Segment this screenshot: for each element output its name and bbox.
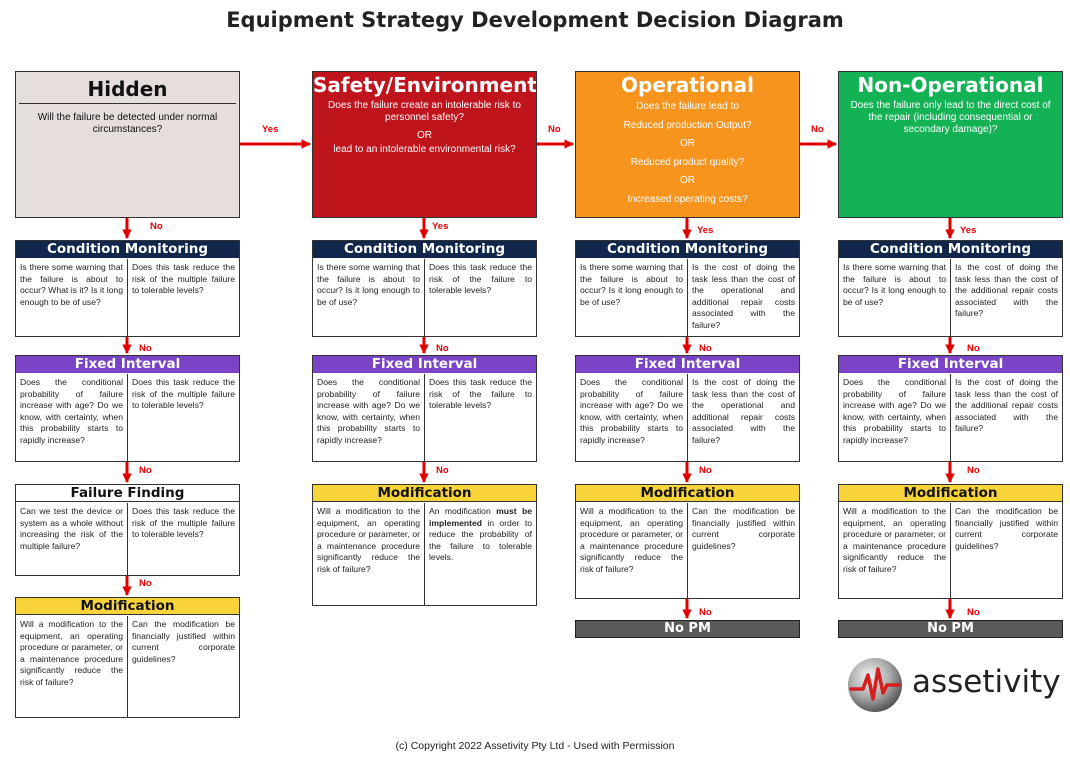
- hidden-cm-left-text: Is there some warning that the failure i…: [20, 262, 123, 307]
- label-yes-safety-1: Yes: [432, 221, 449, 232]
- hidden-ff-right-text: Does this task reduce the risk of the mu…: [127, 503, 239, 575]
- label-no-hidden-2: No: [139, 343, 152, 354]
- hidden-condition-monitoring-title: Condition Monitoring: [16, 241, 239, 258]
- safety-mod-right-emphasis: must be implemented: [429, 506, 532, 528]
- label-no-safety-to-operational: No: [548, 124, 561, 135]
- safety-or: OR: [417, 130, 432, 141]
- label-no-operational-4: No: [699, 607, 712, 618]
- safety-mod-right-c: in order to reduce the probability of th…: [429, 517, 532, 563]
- operational-cm-right-text: Is the cost of doing the task less than …: [687, 259, 799, 336]
- hidden-fixed-interval-title: Fixed Interval: [16, 356, 239, 373]
- operational-fixed-interval-title: Fixed Interval: [576, 356, 799, 373]
- hidden-mod-right-text: Can the modification be financially just…: [127, 616, 239, 717]
- hidden-failure-finding-title: Failure Finding: [16, 485, 239, 502]
- nonoperational-cm-right-text: Is the cost of doing the task less than …: [950, 259, 1062, 336]
- nonoperational-modification-box: Modification Will a modification to the …: [838, 484, 1063, 599]
- safety-header-box: Safety/Environment Does the failure crea…: [312, 71, 537, 218]
- safety-fixed-interval-title: Fixed Interval: [313, 356, 536, 373]
- operational-condition-monitoring-title: Condition Monitoring: [576, 241, 799, 258]
- operational-question-1: Does the failure lead to: [636, 101, 739, 112]
- nonoperational-condition-monitoring-title: Condition Monitoring: [839, 241, 1062, 258]
- label-no-nonoperational-4: No: [967, 607, 980, 618]
- nonoperational-condition-monitoring-box: Condition Monitoring Is there some warni…: [838, 240, 1063, 337]
- nonoperational-mod-left-text: Will a modification to the equipment, an…: [843, 506, 946, 574]
- label-no-nonoperational-3: No: [967, 465, 980, 476]
- label-yes-nonoperational-1: Yes: [960, 225, 977, 236]
- operational-no-pm-box: No PM: [575, 620, 800, 638]
- safety-question-2: lead to an intolerable environmental ris…: [333, 144, 516, 155]
- nonoperational-title: Non-Operational: [857, 73, 1044, 97]
- operational-question-4: Increased operating costs?: [627, 193, 748, 205]
- safety-mod-right-a: An modification: [429, 506, 497, 516]
- safety-question-1: Does the failure create an intolerable r…: [328, 100, 521, 123]
- nonoperational-question: Does the failure only lead to the direct…: [850, 100, 1051, 135]
- operational-modification-box: Modification Will a modification to the …: [575, 484, 800, 599]
- operational-condition-monitoring-box: Condition Monitoring Is there some warni…: [575, 240, 800, 337]
- assetivity-logo-icon: [848, 658, 902, 712]
- safety-cm-right-text: Does this task reduce the risk of the fa…: [424, 259, 536, 336]
- hidden-header-box: Hidden Will the failure be detected unde…: [15, 71, 240, 218]
- label-no-safety-3: No: [436, 465, 449, 476]
- operational-mod-right-text: Can the modification be financially just…: [687, 503, 799, 598]
- label-no-hidden-1: No: [150, 221, 163, 232]
- hidden-cm-right-text: Does this task reduce the risk of the mu…: [127, 259, 239, 336]
- label-no-hidden-3: No: [139, 465, 152, 476]
- nonoperational-modification-title: Modification: [839, 485, 1062, 502]
- hidden-question: Will the failure be detected under norma…: [37, 112, 218, 135]
- operational-mod-left-text: Will a modification to the equipment, an…: [580, 506, 683, 574]
- hidden-modification-box: Modification Will a modification to the …: [15, 597, 240, 718]
- nonoperational-fixed-interval-box: Fixed Interval Does the conditional prob…: [838, 355, 1063, 462]
- hidden-ff-left-text: Can we test the device or system as a wh…: [20, 506, 123, 551]
- operational-or-2: OR: [680, 175, 695, 186]
- nonoperational-fi-left-text: Does the conditional probability of fail…: [843, 377, 946, 445]
- hidden-title: Hidden: [19, 76, 236, 104]
- safety-modification-box: Modification Will a modification to the …: [312, 484, 537, 606]
- hidden-failure-finding-box: Failure Finding Can we test the device o…: [15, 484, 240, 576]
- safety-modification-title: Modification: [313, 485, 536, 502]
- safety-mod-right-text: An modification must be implemented in o…: [424, 503, 536, 605]
- operational-fixed-interval-box: Fixed Interval Does the conditional prob…: [575, 355, 800, 462]
- label-no-operational-to-nonoperational: No: [811, 124, 824, 135]
- label-no-nonoperational-2: No: [967, 343, 980, 354]
- assetivity-logo-text: assetivity: [912, 664, 1061, 700]
- hidden-mod-left-text: Will a modification to the equipment, an…: [20, 619, 123, 687]
- label-yes-operational-1: Yes: [697, 225, 714, 236]
- hidden-fi-right-text: Does this task reduce the risk of the mu…: [127, 374, 239, 461]
- nonoperational-no-pm-box: No PM: [838, 620, 1063, 638]
- safety-cm-left-text: Is there some warning that the failure i…: [317, 262, 420, 307]
- operational-fi-left-text: Does the conditional probability of fail…: [580, 377, 683, 445]
- hidden-modification-title: Modification: [16, 598, 239, 615]
- operational-question-3: Reduced product quality?: [630, 156, 745, 168]
- label-no-hidden-4: No: [139, 578, 152, 589]
- safety-condition-monitoring-title: Condition Monitoring: [313, 241, 536, 258]
- label-no-safety-2: No: [436, 343, 449, 354]
- safety-title: Safety/Environment: [313, 73, 537, 97]
- safety-fi-right-text: Does this task reduce the risk of the fa…: [424, 374, 536, 461]
- safety-fi-left-text: Does the conditional probability of fail…: [317, 377, 420, 445]
- safety-condition-monitoring-box: Condition Monitoring Is there some warni…: [312, 240, 537, 337]
- hidden-condition-monitoring-box: Condition Monitoring Is there some warni…: [15, 240, 240, 337]
- operational-fi-right-text: Is the cost of doing the task less than …: [687, 374, 799, 461]
- operational-modification-title: Modification: [576, 485, 799, 502]
- hidden-fixed-interval-box: Fixed Interval Does the conditional prob…: [15, 355, 240, 462]
- nonoperational-cm-left-text: Is there some warning that the failure i…: [843, 262, 946, 307]
- nonoperational-fixed-interval-title: Fixed Interval: [839, 356, 1062, 373]
- nonoperational-header-box: Non-Operational Does the failure only le…: [838, 71, 1063, 218]
- label-yes-hidden-to-safety: Yes: [262, 124, 279, 135]
- operational-or-1: OR: [680, 138, 695, 149]
- label-no-operational-2: No: [699, 343, 712, 354]
- nonoperational-mod-right-text: Can the modification be financially just…: [950, 503, 1062, 598]
- operational-question-2: Reduced production Output?: [623, 119, 752, 131]
- hidden-fi-left-text: Does the conditional probability of fail…: [20, 377, 123, 445]
- nonoperational-fi-right-text: Is the cost of doing the task less than …: [950, 374, 1062, 461]
- safety-fixed-interval-box: Fixed Interval Does the conditional prob…: [312, 355, 537, 462]
- operational-header-box: Operational Does the failure lead to Red…: [575, 71, 800, 218]
- label-no-operational-3: No: [699, 465, 712, 476]
- copyright-footer: (c) Copyright 2022 Assetivity Pty Ltd - …: [395, 740, 675, 752]
- operational-cm-left-text: Is there some warning that the failure i…: [580, 262, 683, 307]
- operational-title: Operational: [621, 73, 754, 97]
- safety-mod-left-text: Will a modification to the equipment, an…: [317, 506, 420, 574]
- diagram-title: Equipment Strategy Development Decision …: [226, 8, 844, 32]
